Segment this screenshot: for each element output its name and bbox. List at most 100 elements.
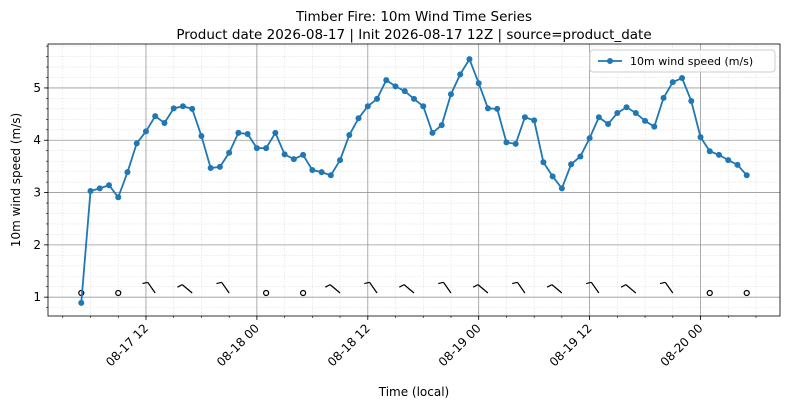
wind-barb — [216, 281, 230, 294]
data-point — [189, 105, 196, 112]
data-point — [512, 140, 519, 147]
legend-marker — [607, 58, 613, 64]
data-point — [337, 157, 344, 164]
chart-subtitle: Product date 2026-08-17 | Init 2026-08-1… — [176, 27, 651, 43]
data-point — [106, 182, 112, 189]
data-point — [669, 79, 676, 86]
data-point — [318, 169, 325, 176]
wind-barb — [364, 281, 378, 294]
wind-barb-calm — [706, 289, 713, 297]
data-point — [605, 121, 612, 128]
wind-barb-calm — [299, 289, 307, 297]
data-point — [679, 75, 686, 81]
wind-barb-calm — [263, 289, 270, 297]
barb-staff — [551, 284, 563, 294]
data-point — [595, 114, 602, 121]
data-point — [484, 105, 491, 112]
barb-flag — [546, 284, 553, 288]
data-point — [558, 185, 565, 192]
barb-staff — [664, 282, 674, 294]
wind-barb — [546, 284, 563, 294]
barb-staff — [329, 284, 341, 294]
data-point — [290, 156, 297, 163]
data-point — [420, 103, 427, 110]
barb-flag — [472, 284, 479, 288]
barb-flag — [586, 281, 592, 285]
barb-flag — [177, 284, 183, 288]
data-point — [660, 94, 667, 101]
data-point — [531, 117, 538, 124]
data-point — [392, 83, 399, 90]
data-point — [115, 194, 122, 201]
data-point — [438, 122, 445, 129]
barb-flag — [364, 281, 370, 285]
wind-barb — [512, 281, 526, 294]
data-point — [263, 145, 270, 152]
barb-staff — [590, 282, 600, 294]
data-point — [96, 185, 103, 192]
data-point — [632, 110, 639, 117]
data-point — [207, 164, 214, 171]
data-point — [161, 119, 168, 126]
data-point — [272, 129, 279, 136]
data-point — [475, 80, 482, 87]
data-point — [743, 172, 750, 179]
data-point — [216, 163, 223, 170]
barb-staff — [477, 284, 489, 294]
data-point — [346, 132, 353, 139]
data-point — [623, 104, 630, 111]
data-point — [309, 167, 316, 174]
barb-staff — [147, 282, 156, 294]
y-tick-label: 5 — [33, 81, 41, 95]
data-point — [87, 187, 94, 194]
data-point — [614, 110, 621, 117]
data-point — [697, 134, 704, 141]
data-point — [411, 95, 417, 102]
data-point — [179, 103, 186, 110]
barb-flag — [620, 284, 627, 288]
wind-barb — [472, 284, 489, 294]
data-point — [549, 173, 556, 180]
data-point — [540, 159, 547, 166]
data-point — [447, 91, 454, 98]
data-point — [78, 299, 85, 306]
chart-title: Timber Fire: 10m Wind Time Series — [295, 9, 532, 25]
wind-barb — [177, 284, 193, 294]
data-point — [374, 95, 381, 102]
y-tick-label: 4 — [33, 133, 41, 147]
data-point — [706, 148, 713, 155]
barb-staff — [516, 282, 526, 294]
wind-barb — [586, 281, 600, 294]
barb-staff — [369, 282, 378, 294]
barb-staff — [625, 284, 637, 294]
data-point — [734, 161, 741, 168]
barb-flag — [399, 284, 405, 288]
data-point — [688, 98, 695, 105]
barb-flag — [438, 281, 444, 285]
wind-barb — [399, 284, 415, 294]
plot-frame — [47, 43, 781, 317]
legend-label: 10m wind speed (m/s) — [630, 55, 753, 68]
barb-flag — [325, 284, 331, 288]
data-point — [401, 88, 408, 95]
data-point — [142, 128, 149, 135]
data-point — [586, 135, 593, 142]
data-point — [170, 105, 177, 112]
barb-staff — [221, 282, 230, 294]
data-point — [244, 130, 251, 137]
data-point — [642, 117, 649, 124]
data-point — [226, 149, 233, 156]
y-tick-label: 2 — [33, 238, 41, 252]
data-point — [577, 153, 584, 160]
wind-barb — [142, 281, 156, 294]
data-point — [651, 123, 658, 130]
y-tick-label: 3 — [33, 186, 41, 200]
data-point — [466, 56, 473, 63]
data-point — [300, 151, 307, 158]
data-point — [253, 145, 260, 152]
barb-flag — [512, 281, 518, 285]
wind-barb — [325, 284, 341, 294]
data-point — [716, 151, 722, 158]
barb-flag — [216, 281, 222, 285]
barb-flag — [659, 281, 666, 285]
